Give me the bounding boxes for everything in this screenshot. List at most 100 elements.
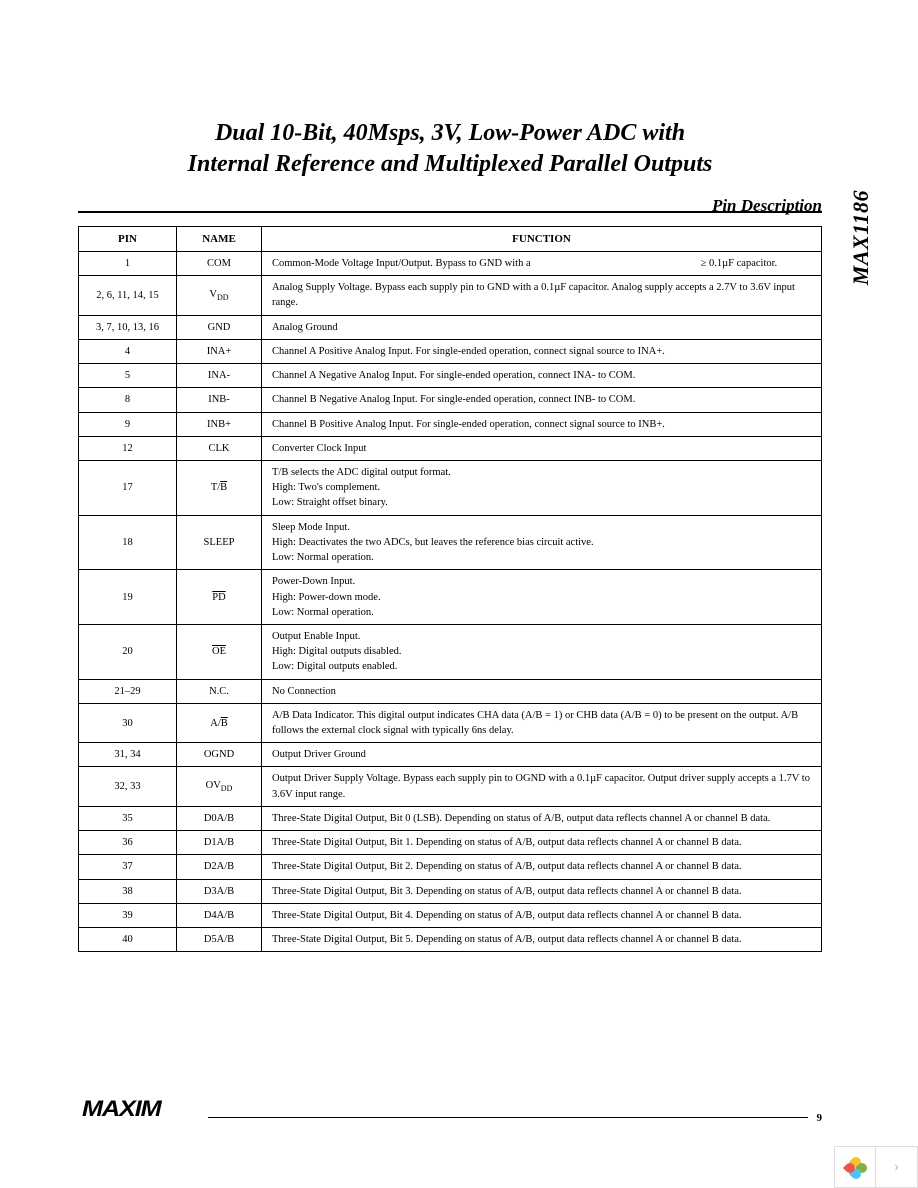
table-row: 21–29N.C.No Connection: [79, 679, 822, 703]
section-title: Pin Description: [712, 196, 822, 216]
cell-function: Sleep Mode Input.High: Deactivates the t…: [262, 515, 822, 570]
cell-pin: 1: [79, 252, 177, 276]
cell-pin: 8: [79, 388, 177, 412]
cell-function: Output Enable Input.High: Digital output…: [262, 624, 822, 679]
table-row: 18SLEEPSleep Mode Input.High: Deactivate…: [79, 515, 822, 570]
cell-function: No Connection: [262, 679, 822, 703]
cell-name: CLK: [177, 436, 262, 460]
cell-name: GND: [177, 315, 262, 339]
table-row: 36D1A/BThree-State Digital Output, Bit 1…: [79, 831, 822, 855]
cell-pin: 5: [79, 364, 177, 388]
table-row: 32, 33OVDDOutput Driver Supply Voltage. …: [79, 767, 822, 806]
table-row: 39D4A/BThree-State Digital Output, Bit 4…: [79, 903, 822, 927]
table-row: 40D5A/BThree-State Digital Output, Bit 5…: [79, 928, 822, 952]
cell-function: Three-State Digital Output, Bit 5. Depen…: [262, 928, 822, 952]
cell-name: PD: [177, 570, 262, 625]
title-line-1: Dual 10-Bit, 40Msps, 3V, Low-Power ADC w…: [215, 120, 685, 146]
cell-pin: 9: [79, 412, 177, 436]
cell-pin: 39: [79, 903, 177, 927]
cell-pin: 21–29: [79, 679, 177, 703]
cell-function: Converter Clock Input: [262, 436, 822, 460]
cell-function: Analog Supply Voltage. Bypass each suppl…: [262, 276, 822, 315]
th-function: FUNCTION: [262, 227, 822, 252]
cell-name: OE: [177, 624, 262, 679]
table-row: 2, 6, 11, 14, 15VDDAnalog Supply Voltage…: [79, 276, 822, 315]
title-line-2: Internal Reference and Multiplexed Paral…: [188, 151, 713, 177]
maxim-logo: MAXIM: [82, 1096, 161, 1122]
cell-pin: 18: [79, 515, 177, 570]
cell-pin: 19: [79, 570, 177, 625]
cell-name: INB+: [177, 412, 262, 436]
cell-name: SLEEP: [177, 515, 262, 570]
cell-pin: 36: [79, 831, 177, 855]
cell-pin: 40: [79, 928, 177, 952]
cell-name: OGND: [177, 743, 262, 767]
cell-function: Analog Ground: [262, 315, 822, 339]
table-header-row: PIN NAME FUNCTION: [79, 227, 822, 252]
cell-function: Channel B Positive Analog Input. For sin…: [262, 412, 822, 436]
cell-name: COM: [177, 252, 262, 276]
pin-description-table: PIN NAME FUNCTION 1COMCommon-Mode Voltag…: [78, 226, 822, 952]
page-number: 9: [817, 1112, 823, 1124]
cell-name: D1A/B: [177, 831, 262, 855]
cell-name: D2A/B: [177, 855, 262, 879]
table-row: 8INB-Channel B Negative Analog Input. Fo…: [79, 388, 822, 412]
cell-name: T/B: [177, 460, 262, 515]
cell-function: A/B Data Indicator. This digital output …: [262, 703, 822, 742]
cell-pin: 35: [79, 806, 177, 830]
cell-pin: 31, 34: [79, 743, 177, 767]
cell-function: Three-State Digital Output, Bit 1. Depen…: [262, 831, 822, 855]
table-row: 5INA-Channel A Negative Analog Input. Fo…: [79, 364, 822, 388]
cell-pin: 3, 7, 10, 13, 16: [79, 315, 177, 339]
cell-name: OVDD: [177, 767, 262, 806]
cell-name: INA+: [177, 339, 262, 363]
cell-pin: 2, 6, 11, 14, 15: [79, 276, 177, 315]
cell-function: Channel B Negative Analog Input. For sin…: [262, 388, 822, 412]
viewer-logo-icon[interactable]: [834, 1146, 876, 1188]
cell-name: VDD: [177, 276, 262, 315]
next-page-button[interactable]: ›: [876, 1146, 918, 1188]
cell-function: Power-Down Input.High: Power-down mode.L…: [262, 570, 822, 625]
th-pin: PIN: [79, 227, 177, 252]
cell-function: Output Driver Supply Voltage. Bypass eac…: [262, 767, 822, 806]
cell-pin: 37: [79, 855, 177, 879]
cell-function: Output Driver Ground: [262, 743, 822, 767]
table-row: 19PDPower-Down Input.High: Power-down mo…: [79, 570, 822, 625]
cell-name: N.C.: [177, 679, 262, 703]
table-row: 35D0A/BThree-State Digital Output, Bit 0…: [79, 806, 822, 830]
cell-name: D3A/B: [177, 879, 262, 903]
cell-pin: 20: [79, 624, 177, 679]
cell-name: D4A/B: [177, 903, 262, 927]
table-row: 9INB+Channel B Positive Analog Input. Fo…: [79, 412, 822, 436]
cell-name: INA-: [177, 364, 262, 388]
cell-pin: 4: [79, 339, 177, 363]
cell-name: D5A/B: [177, 928, 262, 952]
cell-pin: 38: [79, 879, 177, 903]
table-row: 37D2A/BThree-State Digital Output, Bit 2…: [79, 855, 822, 879]
table-row: 1COMCommon-Mode Voltage Input/Output. By…: [79, 252, 822, 276]
cell-function: Channel A Positive Analog Input. For sin…: [262, 339, 822, 363]
table-row: 30A/BA/B Data Indicator. This digital ou…: [79, 703, 822, 742]
section-rule: [78, 211, 822, 213]
cell-pin: 17: [79, 460, 177, 515]
cell-function: T/B selects the ADC digital output forma…: [262, 460, 822, 515]
table-row: 12CLKConverter Clock Input: [79, 436, 822, 460]
table-row: 4INA+Channel A Positive Analog Input. Fo…: [79, 339, 822, 363]
viewer-corner-controls: ›: [834, 1146, 918, 1188]
table-row: 20OEOutput Enable Input.High: Digital ou…: [79, 624, 822, 679]
footer-rule: [208, 1117, 808, 1118]
th-name: NAME: [177, 227, 262, 252]
cell-function: Common-Mode Voltage Input/Output. Bypass…: [262, 252, 822, 276]
cell-function: Three-State Digital Output, Bit 0 (LSB).…: [262, 806, 822, 830]
cell-pin: 32, 33: [79, 767, 177, 806]
table-row: 3, 7, 10, 13, 16GNDAnalog Ground: [79, 315, 822, 339]
chevron-right-icon: ›: [894, 1158, 899, 1176]
part-number-side: MAX1186: [848, 190, 874, 285]
table-row: 31, 34OGNDOutput Driver Ground: [79, 743, 822, 767]
cell-name: INB-: [177, 388, 262, 412]
cell-function: Three-State Digital Output, Bit 2. Depen…: [262, 855, 822, 879]
cell-function: Three-State Digital Output, Bit 3. Depen…: [262, 879, 822, 903]
cell-function: Channel A Negative Analog Input. For sin…: [262, 364, 822, 388]
cell-pin: 12: [79, 436, 177, 460]
cell-name: A/B: [177, 703, 262, 742]
